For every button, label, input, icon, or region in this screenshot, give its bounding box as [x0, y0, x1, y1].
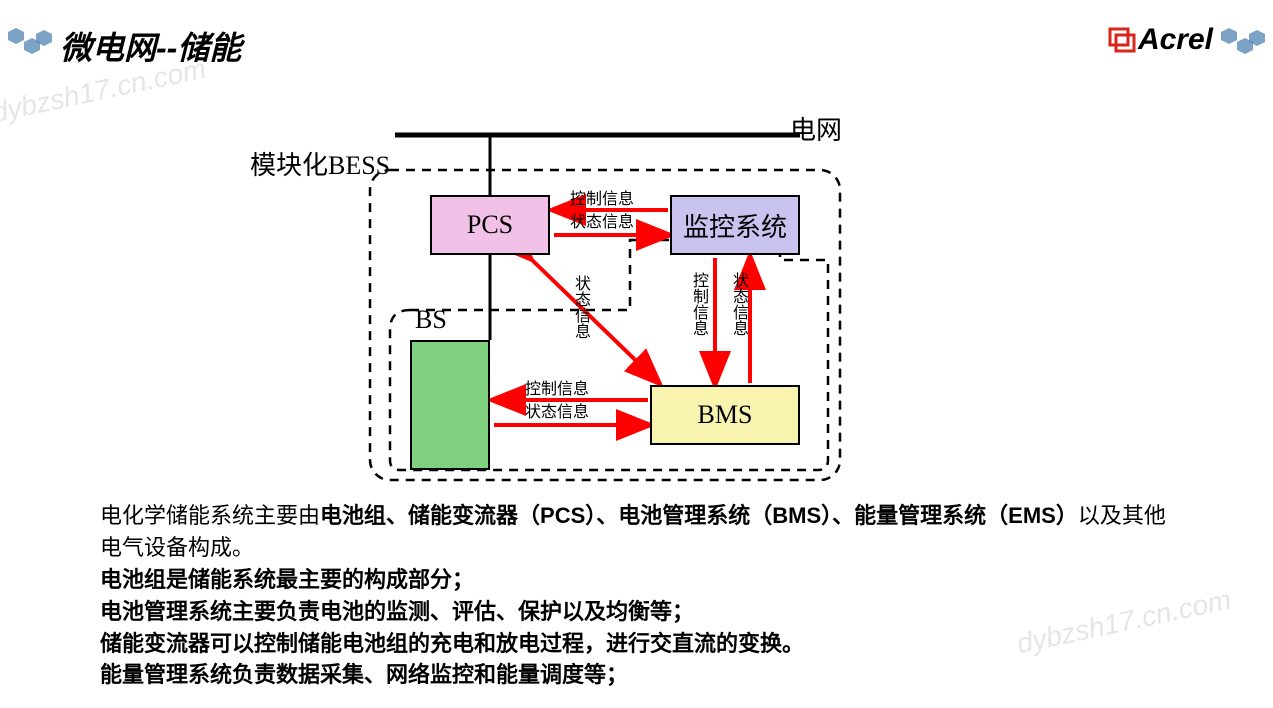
- brand-name: Acrel: [1138, 23, 1213, 56]
- brand-logo: Acrel: [1108, 23, 1213, 57]
- hex-decor-left-icon: [8, 28, 52, 61]
- label-grid: 电网: [790, 110, 842, 147]
- edge-label: 控制信息: [686, 272, 710, 336]
- page-title: 微电网--储能: [60, 23, 241, 69]
- desc-line-4: 储能变流器可以控制储能电池组的充电和放电过程，进行交直流的变换。: [100, 628, 1173, 660]
- description-block: 电化学储能系统主要由电池组、储能变流器（PCS）、电池管理系统（BMS）、能量管…: [100, 500, 1173, 691]
- desc-bold: 电池组是储能系统最主要的构成部分；: [100, 567, 474, 592]
- acrel-logo-icon: [1108, 27, 1136, 53]
- desc-text: 电化学储能系统主要由: [100, 503, 320, 528]
- hex-decor-right-icon: [1221, 28, 1265, 61]
- desc-bold: 储能变流器可以控制储能电池组的充电和放电过程，进行交直流的变换。: [100, 631, 804, 656]
- desc-line-1: 电化学储能系统主要由电池组、储能变流器（PCS）、电池管理系统（BMS）、能量管…: [100, 500, 1173, 564]
- desc-line-5: 能量管理系统负责数据采集、网络监控和能量调度等；: [100, 659, 1173, 691]
- edge-label: 状态信息: [525, 398, 589, 422]
- desc-bold: 电池管理系统主要负责电池的监测、评估、保护以及均衡等；: [100, 599, 694, 624]
- node-pcs: PCS: [430, 195, 550, 255]
- edge-label: 状态信息: [726, 272, 750, 336]
- edge-label: 状态信息: [568, 275, 592, 339]
- header: 微电网--储能 Acrel: [0, 18, 1273, 68]
- label-bs: BS: [415, 305, 447, 335]
- bess-diagram: 电网 模块化BESS BS PCS 监控系统: [330, 100, 890, 490]
- edge-label: 状态信息: [570, 208, 634, 232]
- edge-label: 控制信息: [570, 185, 634, 209]
- desc-line-2: 电池组是储能系统最主要的构成部分；: [100, 564, 1173, 596]
- node-bms: BMS: [650, 385, 800, 445]
- desc-line-3: 电池管理系统主要负责电池的监测、评估、保护以及均衡等；: [100, 596, 1173, 628]
- node-battery: [410, 340, 490, 470]
- desc-bold: 能量管理系统负责数据采集、网络监控和能量调度等；: [100, 662, 628, 687]
- label-bess: 模块化BESS: [250, 145, 390, 182]
- arrow-pcs-bms: [530, 258, 658, 382]
- edge-label: 控制信息: [525, 375, 589, 399]
- desc-bold: 电池组、储能变流器（PCS）、电池管理系统（BMS）、能量管理系统（EMS）: [320, 503, 1078, 528]
- node-monitor: 监控系统: [670, 195, 800, 255]
